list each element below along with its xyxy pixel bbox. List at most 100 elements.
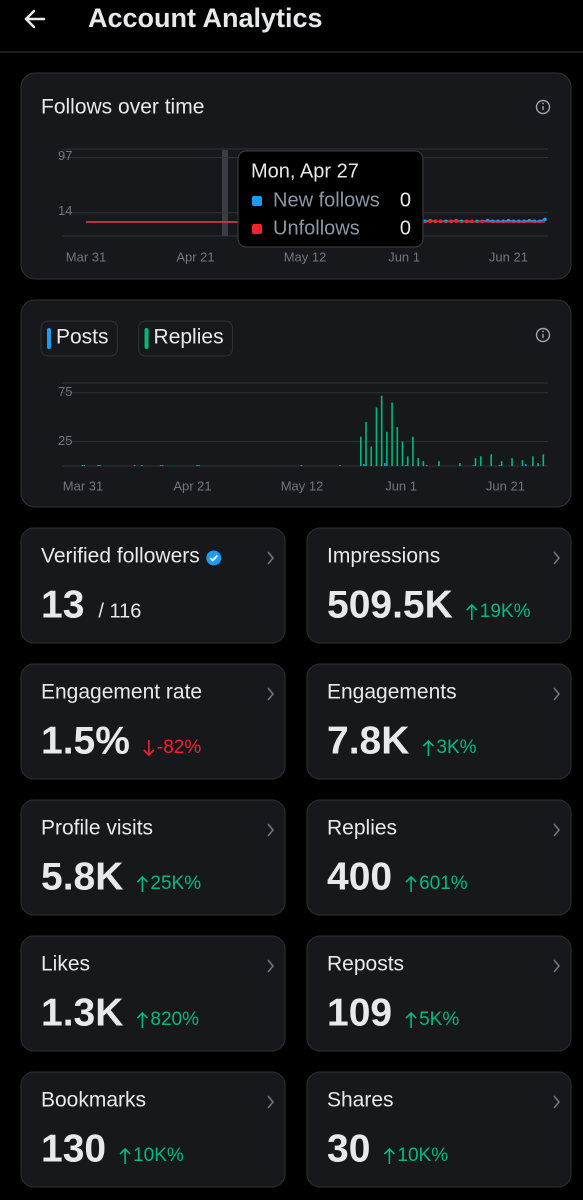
metric-card[interactable]: Verified followers 13 / 116 [20, 527, 286, 644]
metric-value: 30 [327, 1127, 370, 1170]
y-tick-label: 75 [58, 384, 72, 399]
hover-indicator [222, 150, 228, 236]
bar [425, 465, 428, 466]
x-tick-label: Jun 21 [489, 249, 528, 264]
metric-label: Bookmarks [41, 1089, 146, 1112]
tooltip-name: New follows [273, 189, 380, 211]
bar [391, 402, 393, 466]
info-icon[interactable] [535, 99, 551, 115]
bar [99, 465, 101, 466]
metric-change: 10K% [133, 1145, 184, 1166]
metric-change: -82% [157, 737, 201, 758]
chevron [553, 823, 561, 837]
bar [532, 456, 534, 466]
verified-check [209, 554, 218, 562]
bar [196, 465, 198, 466]
bar [422, 461, 425, 466]
card-background [306, 527, 572, 644]
legend-swatch [144, 328, 149, 349]
x-tick-label: Jun 1 [388, 249, 420, 264]
metric-card[interactable]: Bookmarks 130 10K% [20, 1071, 286, 1188]
metric-value: 7.8K [327, 719, 409, 762]
bar [401, 441, 404, 466]
metric-card[interactable]: Reposts 109 5K% [306, 935, 572, 1052]
point [480, 219, 485, 224]
chevron [267, 551, 275, 565]
metric-total: / 116 [98, 600, 141, 622]
bar [406, 456, 409, 466]
chevron [267, 823, 275, 837]
legend-label: Posts [56, 326, 109, 349]
metric-card[interactable]: Likes 1.3K 820% [20, 935, 286, 1052]
x-tick-label: May 12 [284, 249, 327, 264]
bar [524, 464, 527, 466]
chevron [553, 687, 561, 701]
x-tick-label: Mar 31 [66, 249, 106, 264]
bar [386, 431, 388, 466]
bar [521, 460, 524, 466]
chevron [553, 551, 561, 565]
info-icon[interactable] [535, 327, 551, 343]
legend-item[interactable]: Replies [138, 320, 234, 357]
metric-card[interactable]: Shares 30 10K% [306, 1071, 572, 1188]
bar [498, 465, 501, 466]
change-arrow [136, 875, 148, 892]
bar [511, 458, 513, 466]
chevron [267, 687, 275, 701]
metric-value: 1.5% [41, 719, 130, 762]
bar [133, 465, 136, 466]
metric-change: 19K% [480, 601, 531, 622]
point [449, 219, 453, 224]
metric-card[interactable]: Impressions 509.5K 19K% [306, 527, 572, 644]
metric-label: Impressions [327, 545, 440, 568]
change-arrow [383, 1147, 395, 1164]
bar [542, 454, 545, 466]
change-arrow [405, 1011, 417, 1028]
point [464, 219, 469, 224]
bar [500, 461, 503, 466]
chevron [553, 1095, 561, 1109]
metric-label: Profile visits [41, 817, 153, 840]
bar [404, 465, 407, 466]
tooltip-swatch [252, 224, 262, 234]
bar [396, 426, 399, 466]
bar [198, 465, 200, 466]
metric-value: 109 [327, 991, 392, 1034]
metric-card[interactable]: Engagement rate 1.5% -82% [20, 663, 286, 780]
metric-value: 400 [327, 855, 392, 898]
bar [490, 454, 492, 466]
metric-label: Replies [327, 817, 397, 840]
legend-item[interactable]: Posts [40, 320, 119, 357]
posts-plot: 25 75 Mar 31 Apr 21 May 12 Jun 1 Jun 21 Posts Re… [40, 320, 548, 493]
y-tick-label: 97 [58, 148, 72, 163]
point [438, 219, 443, 224]
card-title: Follows over time [41, 96, 204, 119]
point [428, 219, 432, 224]
change-arrow [405, 875, 417, 892]
card-background [20, 663, 286, 780]
metric-card[interactable]: Replies 400 601% [306, 799, 572, 916]
metric-card[interactable]: Profile visits 5.8K 25K% [20, 799, 286, 916]
tooltip-value: 0 [400, 217, 411, 239]
card-background [20, 935, 286, 1052]
bar [375, 407, 378, 466]
metric-label: Reposts [327, 953, 404, 976]
metric-card[interactable]: Engagements 7.8K 3K% [306, 663, 572, 780]
bar [140, 465, 143, 466]
bar [300, 465, 303, 466]
point [470, 219, 474, 224]
y-tick-label: 25 [58, 433, 72, 448]
metric-change: 601% [419, 873, 468, 894]
bar [363, 464, 365, 466]
bar [159, 465, 162, 466]
bar [459, 463, 461, 466]
page-title: Account Analytics [88, 3, 323, 33]
point [543, 217, 547, 222]
bar [380, 395, 383, 466]
card-background [306, 1071, 572, 1188]
change-arrow [136, 1011, 148, 1028]
bar [359, 436, 362, 466]
y-tick-label: 14 [58, 203, 72, 218]
back-button[interactable] [24, 9, 46, 29]
